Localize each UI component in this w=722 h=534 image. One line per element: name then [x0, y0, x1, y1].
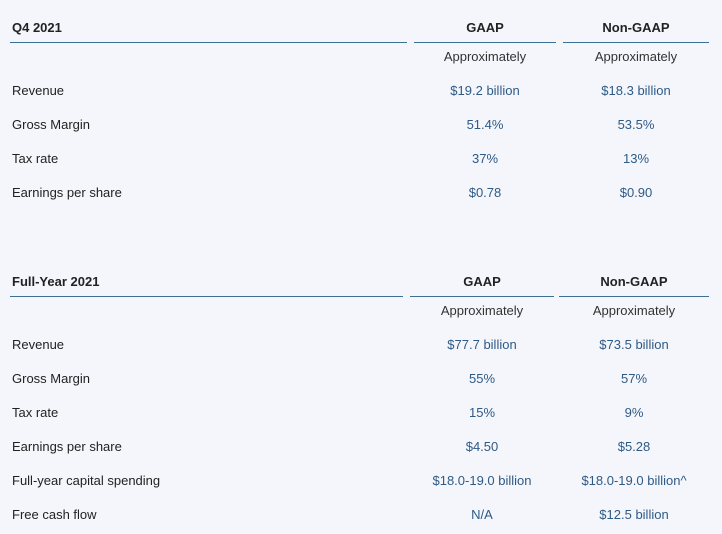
gaap-value: $0.78 — [468, 185, 502, 200]
row-label: Tax rate — [12, 405, 59, 420]
table-row: Earnings per share $0.78 $0.90 — [0, 176, 722, 210]
approx-label: Approximately — [440, 303, 524, 318]
header-divider — [559, 296, 709, 297]
non-gaap-value: 9% — [624, 405, 644, 420]
non-gaap-value: $12.5 billion — [599, 507, 669, 522]
table-row: Earnings per share $4.50 $5.28 — [0, 430, 722, 464]
header-divider — [414, 42, 556, 43]
gaap-value: 15% — [468, 405, 496, 420]
non-gaap-value: 13% — [622, 151, 650, 166]
approx-row: Approximately Approximately — [0, 40, 722, 74]
gaap-value: 55% — [468, 371, 496, 386]
gaap-value: $4.50 — [465, 439, 499, 454]
row-label: Revenue — [12, 337, 65, 352]
non-gaap-value: $5.28 — [617, 439, 651, 454]
non-gaap-column-header: Non-GAAP — [602, 20, 670, 35]
non-gaap-value: $73.5 billion — [599, 337, 669, 352]
row-label: Full-year capital spending — [12, 473, 161, 488]
row-label: Gross Margin — [12, 117, 91, 132]
approx-row: Approximately Approximately — [0, 294, 722, 328]
table-header: Full-Year 2021 GAAP Non-GAAP — [0, 264, 722, 297]
approx-label: Approximately — [594, 49, 678, 64]
header-divider — [10, 296, 403, 297]
non-gaap-value: 57% — [620, 371, 648, 386]
row-label: Tax rate — [12, 151, 59, 166]
row-label: Earnings per share — [12, 185, 122, 200]
row-label: Earnings per share — [12, 439, 122, 454]
q4-outlook-table: Q4 2021 GAAP Non-GAAP Approximately Appr… — [0, 10, 722, 210]
full-year-outlook-table: Full-Year 2021 GAAP Non-GAAP Approximate… — [0, 264, 722, 532]
table-row: Full-year capital spending $18.0-19.0 bi… — [0, 464, 722, 498]
table-row: Gross Margin 55% 57% — [0, 362, 722, 396]
row-label: Revenue — [12, 83, 65, 98]
header-divider — [410, 296, 554, 297]
gaap-value: $19.2 billion — [450, 83, 520, 98]
table-row: Free cash flow N/A $12.5 billion — [0, 498, 722, 532]
table-row: Tax rate 15% 9% — [0, 396, 722, 430]
approx-label: Approximately — [443, 49, 527, 64]
approx-label: Approximately — [592, 303, 676, 318]
header-divider — [563, 42, 709, 43]
non-gaap-value: $0.90 — [619, 185, 653, 200]
gaap-value: $18.0-19.0 billion — [432, 473, 532, 488]
table-row: Gross Margin 51.4% 53.5% — [0, 108, 722, 142]
header-divider — [10, 42, 407, 43]
table-title: Q4 2021 — [12, 20, 62, 35]
table-row: Tax rate 37% 13% — [0, 142, 722, 176]
gaap-column-header: GAAP — [463, 274, 501, 289]
row-label: Gross Margin — [12, 371, 91, 386]
non-gaap-value: $18.0-19.0 billion^ — [581, 473, 687, 488]
gaap-value: N/A — [471, 507, 493, 522]
table-title: Full-Year 2021 — [12, 274, 100, 289]
non-gaap-value: $18.3 billion — [601, 83, 671, 98]
gaap-value: $77.7 billion — [447, 337, 517, 352]
gaap-column-header: GAAP — [466, 20, 504, 35]
gaap-value: 37% — [471, 151, 499, 166]
non-gaap-value: 53.5% — [617, 117, 655, 132]
table-row: Revenue $77.7 billion $73.5 billion — [0, 328, 722, 362]
non-gaap-column-header: Non-GAAP — [600, 274, 668, 289]
row-label: Free cash flow — [12, 507, 97, 522]
gaap-value: 51.4% — [466, 117, 504, 132]
table-header: Q4 2021 GAAP Non-GAAP — [0, 10, 722, 43]
table-row: Revenue $19.2 billion $18.3 billion — [0, 74, 722, 108]
